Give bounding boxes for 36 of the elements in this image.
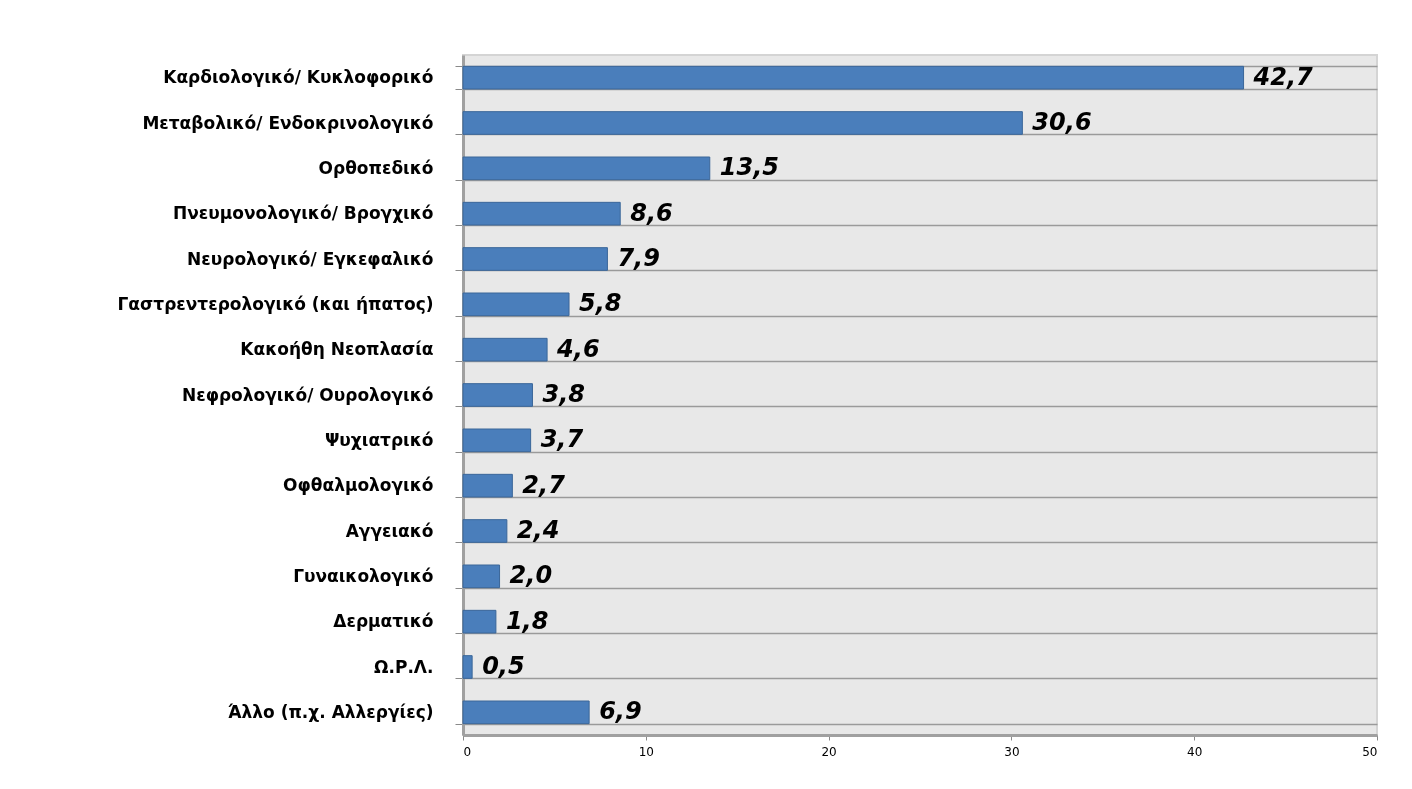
- y-tick-label: Κακοήθη Νεοπλασία: [240, 339, 434, 360]
- y-tick-label: Μεταβολικό/ Ενδοκρινολογικό: [142, 112, 434, 133]
- y-tick-label: Πνευμονολογικό/ Βρογχικό: [173, 203, 434, 224]
- data-label: 42,7: [1252, 62, 1314, 91]
- x-tick-label: 50: [1362, 744, 1378, 759]
- x-tick-label: 0: [463, 744, 472, 759]
- x-tick-label: 10: [638, 744, 654, 759]
- data-label: 0,5: [482, 652, 525, 680]
- x-tick-label: 20: [821, 744, 837, 759]
- data-label: 8,6: [630, 198, 673, 227]
- data-label: 2,7: [522, 470, 566, 499]
- y-tick-label: Ορθοπεδικό: [318, 157, 434, 178]
- data-label: 1,8: [505, 606, 549, 635]
- y-tick-label: Οφθαλμολογικό: [283, 475, 434, 496]
- y-tick-label: Νεφρολογικό/ Ουρολογικό: [181, 384, 434, 405]
- y-tick-label: Γυναικολογικό: [293, 565, 434, 586]
- y-tick-label: Δερματικό: [333, 611, 434, 632]
- x-tick-label: 40: [1187, 744, 1203, 759]
- y-tick-label: Ω.Ρ.Λ.: [374, 656, 434, 677]
- y-tick-label: Άλλο (π.χ. Αλλεργίες): [227, 701, 434, 722]
- data-label: 5,8: [579, 289, 622, 318]
- y-tick-label: Νευρολογικό/ Εγκεφαλικό: [187, 248, 434, 269]
- data-label: 7,9: [617, 244, 660, 272]
- data-label: 3,7: [540, 425, 584, 454]
- data-label: 4,6: [556, 334, 600, 363]
- data-label: 3,8: [542, 380, 585, 408]
- x-tick-label: 30: [1004, 744, 1020, 759]
- y-tick-label: Καρδιολογικό/ Κυκλοφορικό: [163, 67, 434, 88]
- data-label: 6,9: [599, 697, 642, 726]
- y-tick-label: Αγγειακό: [345, 520, 434, 541]
- data-label: 30,6: [1032, 108, 1092, 136]
- data-label: 2,4: [516, 516, 560, 544]
- data-label: 2,0: [509, 561, 553, 590]
- data-label: 13,5: [719, 153, 779, 182]
- y-tick-label: Γαστρεντερολογικό (και ήπατος): [117, 293, 434, 314]
- y-tick-label: Ψυχιατρικό: [324, 429, 434, 450]
